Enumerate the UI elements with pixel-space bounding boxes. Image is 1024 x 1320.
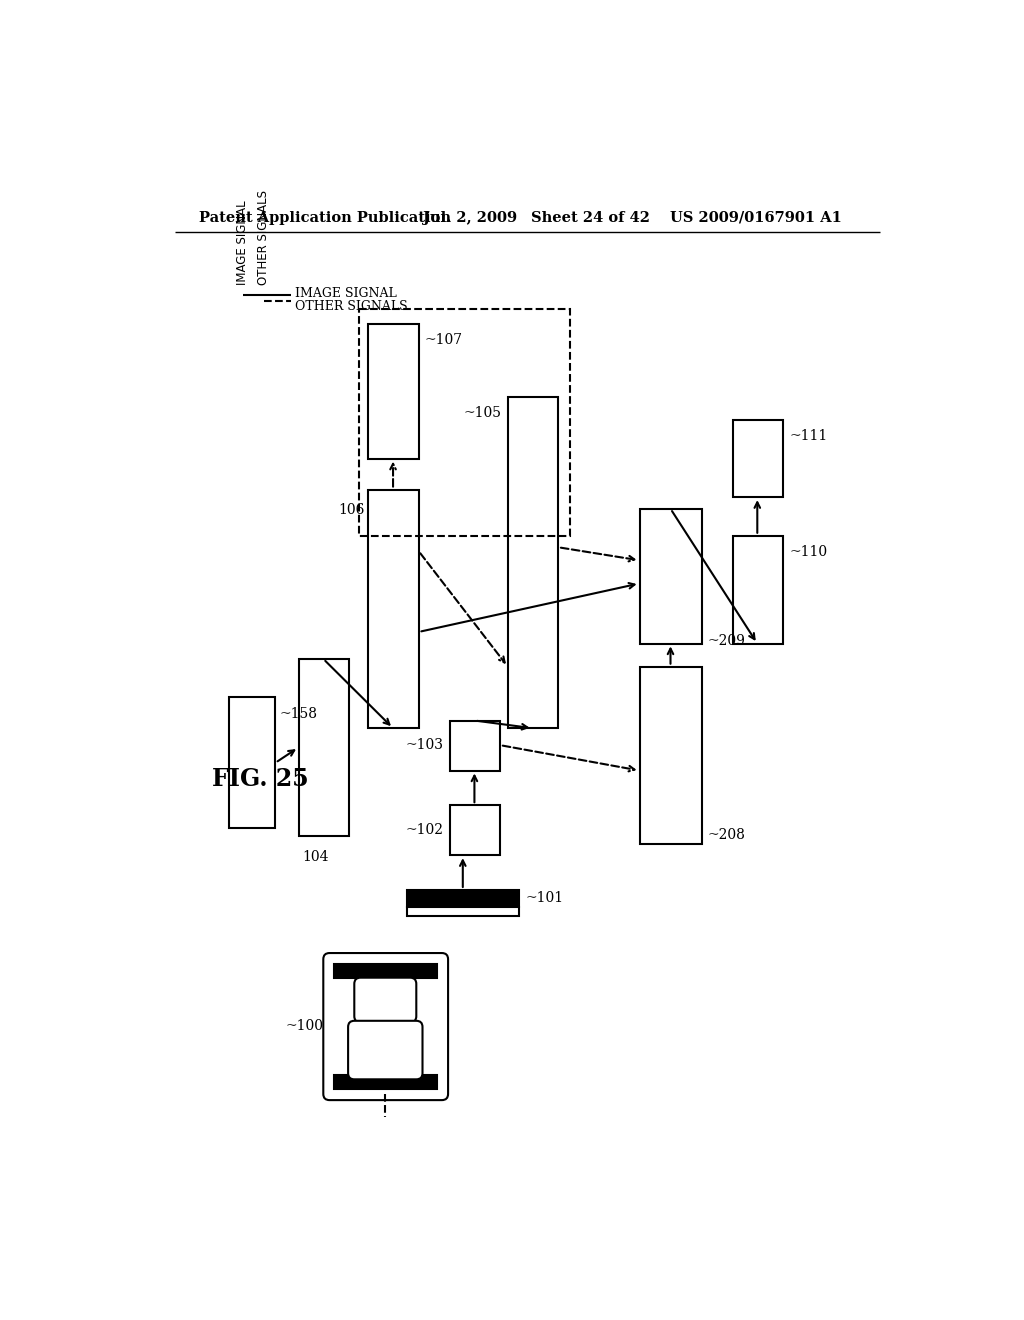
Text: 104: 104 (302, 850, 329, 863)
Text: ~103: ~103 (406, 738, 443, 752)
Bar (450, 721, 500, 771)
Bar (228, 697, 275, 829)
Bar (450, 805, 500, 855)
FancyBboxPatch shape (348, 1020, 423, 1080)
Text: IMAGE SIGNAL: IMAGE SIGNAL (237, 201, 249, 285)
Bar (640, 667, 701, 843)
Text: OTHER SIGNALS: OTHER SIGNALS (295, 300, 408, 313)
Bar (732, 420, 783, 498)
Bar (640, 508, 701, 644)
Text: 106: 106 (338, 503, 365, 517)
Text: ~208: ~208 (708, 829, 745, 842)
Text: ~101: ~101 (525, 891, 563, 906)
Bar (334, 964, 437, 978)
Text: Patent Application Publication: Patent Application Publication (200, 211, 452, 224)
FancyBboxPatch shape (354, 978, 417, 1022)
Text: ~158: ~158 (280, 706, 317, 721)
Bar (407, 907, 519, 916)
Text: OTHER SIGNALS: OTHER SIGNALS (257, 190, 270, 285)
Text: FIG. 25: FIG. 25 (212, 767, 308, 791)
Text: ~100: ~100 (286, 1019, 324, 1034)
Bar (508, 397, 558, 729)
Text: ~102: ~102 (406, 822, 443, 837)
Text: ~111: ~111 (790, 429, 827, 444)
Bar (407, 890, 519, 907)
Bar (369, 490, 419, 729)
Text: US 2009/0167901 A1: US 2009/0167901 A1 (671, 211, 843, 224)
Bar (369, 323, 419, 459)
Text: ~105: ~105 (464, 407, 502, 420)
Text: Jul. 2, 2009: Jul. 2, 2009 (423, 211, 517, 224)
FancyBboxPatch shape (324, 953, 449, 1100)
Text: IMAGE SIGNAL: IMAGE SIGNAL (295, 286, 396, 300)
Bar (299, 659, 349, 836)
Bar (359, 309, 569, 536)
Text: Sheet 24 of 42: Sheet 24 of 42 (531, 211, 650, 224)
Text: ~209: ~209 (708, 635, 745, 648)
Bar (732, 536, 783, 644)
Bar (334, 1076, 437, 1089)
Text: ~110: ~110 (790, 545, 827, 558)
Text: ~107: ~107 (425, 333, 463, 347)
